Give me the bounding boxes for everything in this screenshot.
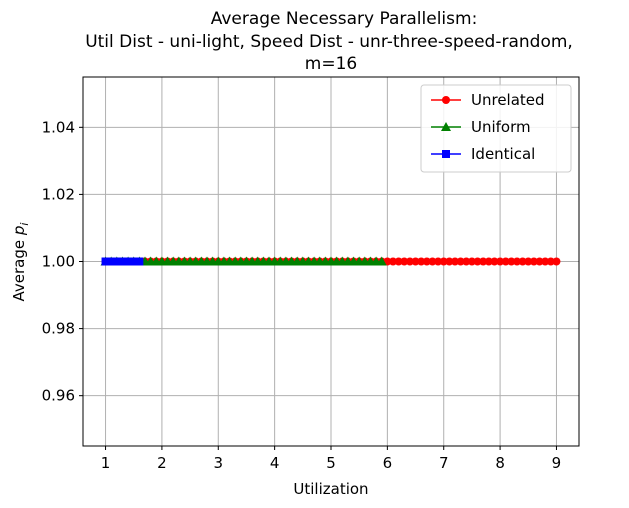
chart-title: Average Necessary Parallelism: Util Dist… — [85, 9, 573, 74]
data-point — [389, 257, 397, 266]
data-point — [394, 257, 403, 266]
data-point — [529, 257, 538, 266]
data-point — [434, 257, 443, 266]
series-layer — [100, 256, 561, 266]
data-point — [479, 257, 488, 266]
data-point — [484, 257, 493, 266]
x-tick-label: 5 — [326, 454, 336, 472]
data-point — [490, 257, 499, 266]
legend-marker — [441, 122, 451, 131]
data-point — [135, 257, 144, 266]
y-tick-label: 1.02 — [42, 185, 75, 203]
legend: Unrelated Uniform Identical — [420, 84, 572, 173]
x-axis-label: Utilization — [293, 480, 368, 498]
data-point — [462, 257, 471, 266]
data-point — [376, 256, 387, 266]
data-point — [535, 257, 544, 266]
data-point — [513, 257, 521, 266]
chart-title-line-2: Util Dist - uni-light, Speed Dist - unr-… — [85, 32, 573, 52]
y-tick-label: 1.04 — [42, 118, 75, 136]
chart-title-line-3: m=16 — [305, 54, 357, 74]
legend-label: Identical — [471, 145, 535, 163]
data-point — [518, 257, 527, 266]
data-point — [411, 257, 420, 266]
data-point — [445, 257, 454, 266]
x-tick-label: 4 — [270, 454, 280, 472]
data-point — [417, 257, 426, 266]
data-point — [107, 257, 116, 266]
data-point — [400, 257, 409, 266]
y-axis-label-sub: i — [18, 223, 31, 226]
legend-marker — [442, 150, 450, 158]
data-point — [552, 257, 561, 266]
data-point — [124, 257, 133, 266]
data-point — [501, 257, 510, 266]
data-point — [496, 257, 505, 266]
data-point — [456, 257, 465, 266]
y-tick-label: 1.00 — [42, 253, 75, 271]
x-axis: 1 2 3 4 5 6 7 8 9 — [101, 446, 561, 472]
legend-label: Uniform — [471, 118, 531, 136]
x-tick-label: 8 — [495, 454, 505, 472]
data-point — [467, 257, 476, 266]
data-point — [473, 257, 482, 266]
legend-item-uniform: Uniform — [431, 118, 531, 136]
data-point — [524, 257, 533, 266]
x-tick-label: 2 — [157, 454, 167, 472]
y-axis: 0.96 0.98 1.00 1.02 1.04 — [42, 118, 83, 405]
data-point — [405, 257, 414, 266]
x-tick-label: 7 — [439, 454, 449, 472]
y-axis-label-main: Average — [10, 235, 28, 301]
x-tick-label: 3 — [213, 454, 223, 472]
data-point — [439, 257, 448, 266]
x-tick-label: 6 — [383, 454, 393, 472]
y-axis-label-var: p — [10, 226, 28, 237]
x-tick-label: 1 — [101, 454, 111, 472]
data-point — [118, 257, 127, 266]
y-tick-label: 0.96 — [42, 387, 75, 405]
series-identical — [101, 257, 144, 266]
y-tick-label: 0.98 — [42, 320, 75, 338]
data-point — [428, 257, 437, 266]
data-point — [129, 257, 138, 266]
data-point — [451, 257, 459, 266]
data-point — [507, 257, 516, 266]
data-point — [422, 257, 431, 266]
series-uniform — [100, 256, 387, 266]
legend-marker — [442, 96, 450, 104]
legend-label: Unrelated — [471, 91, 545, 109]
y-axis-label: Average pi — [10, 223, 31, 302]
data-point — [541, 257, 550, 266]
legend-item-unrelated: Unrelated — [431, 91, 545, 109]
x-tick-label: 9 — [552, 454, 562, 472]
data-point — [112, 257, 121, 266]
legend-item-identical: Identical — [431, 145, 535, 163]
chart-title-line-1: Average Necessary Parallelism: — [211, 9, 478, 29]
data-point — [101, 257, 110, 266]
legend-box — [420, 84, 572, 173]
data-point — [546, 257, 555, 266]
